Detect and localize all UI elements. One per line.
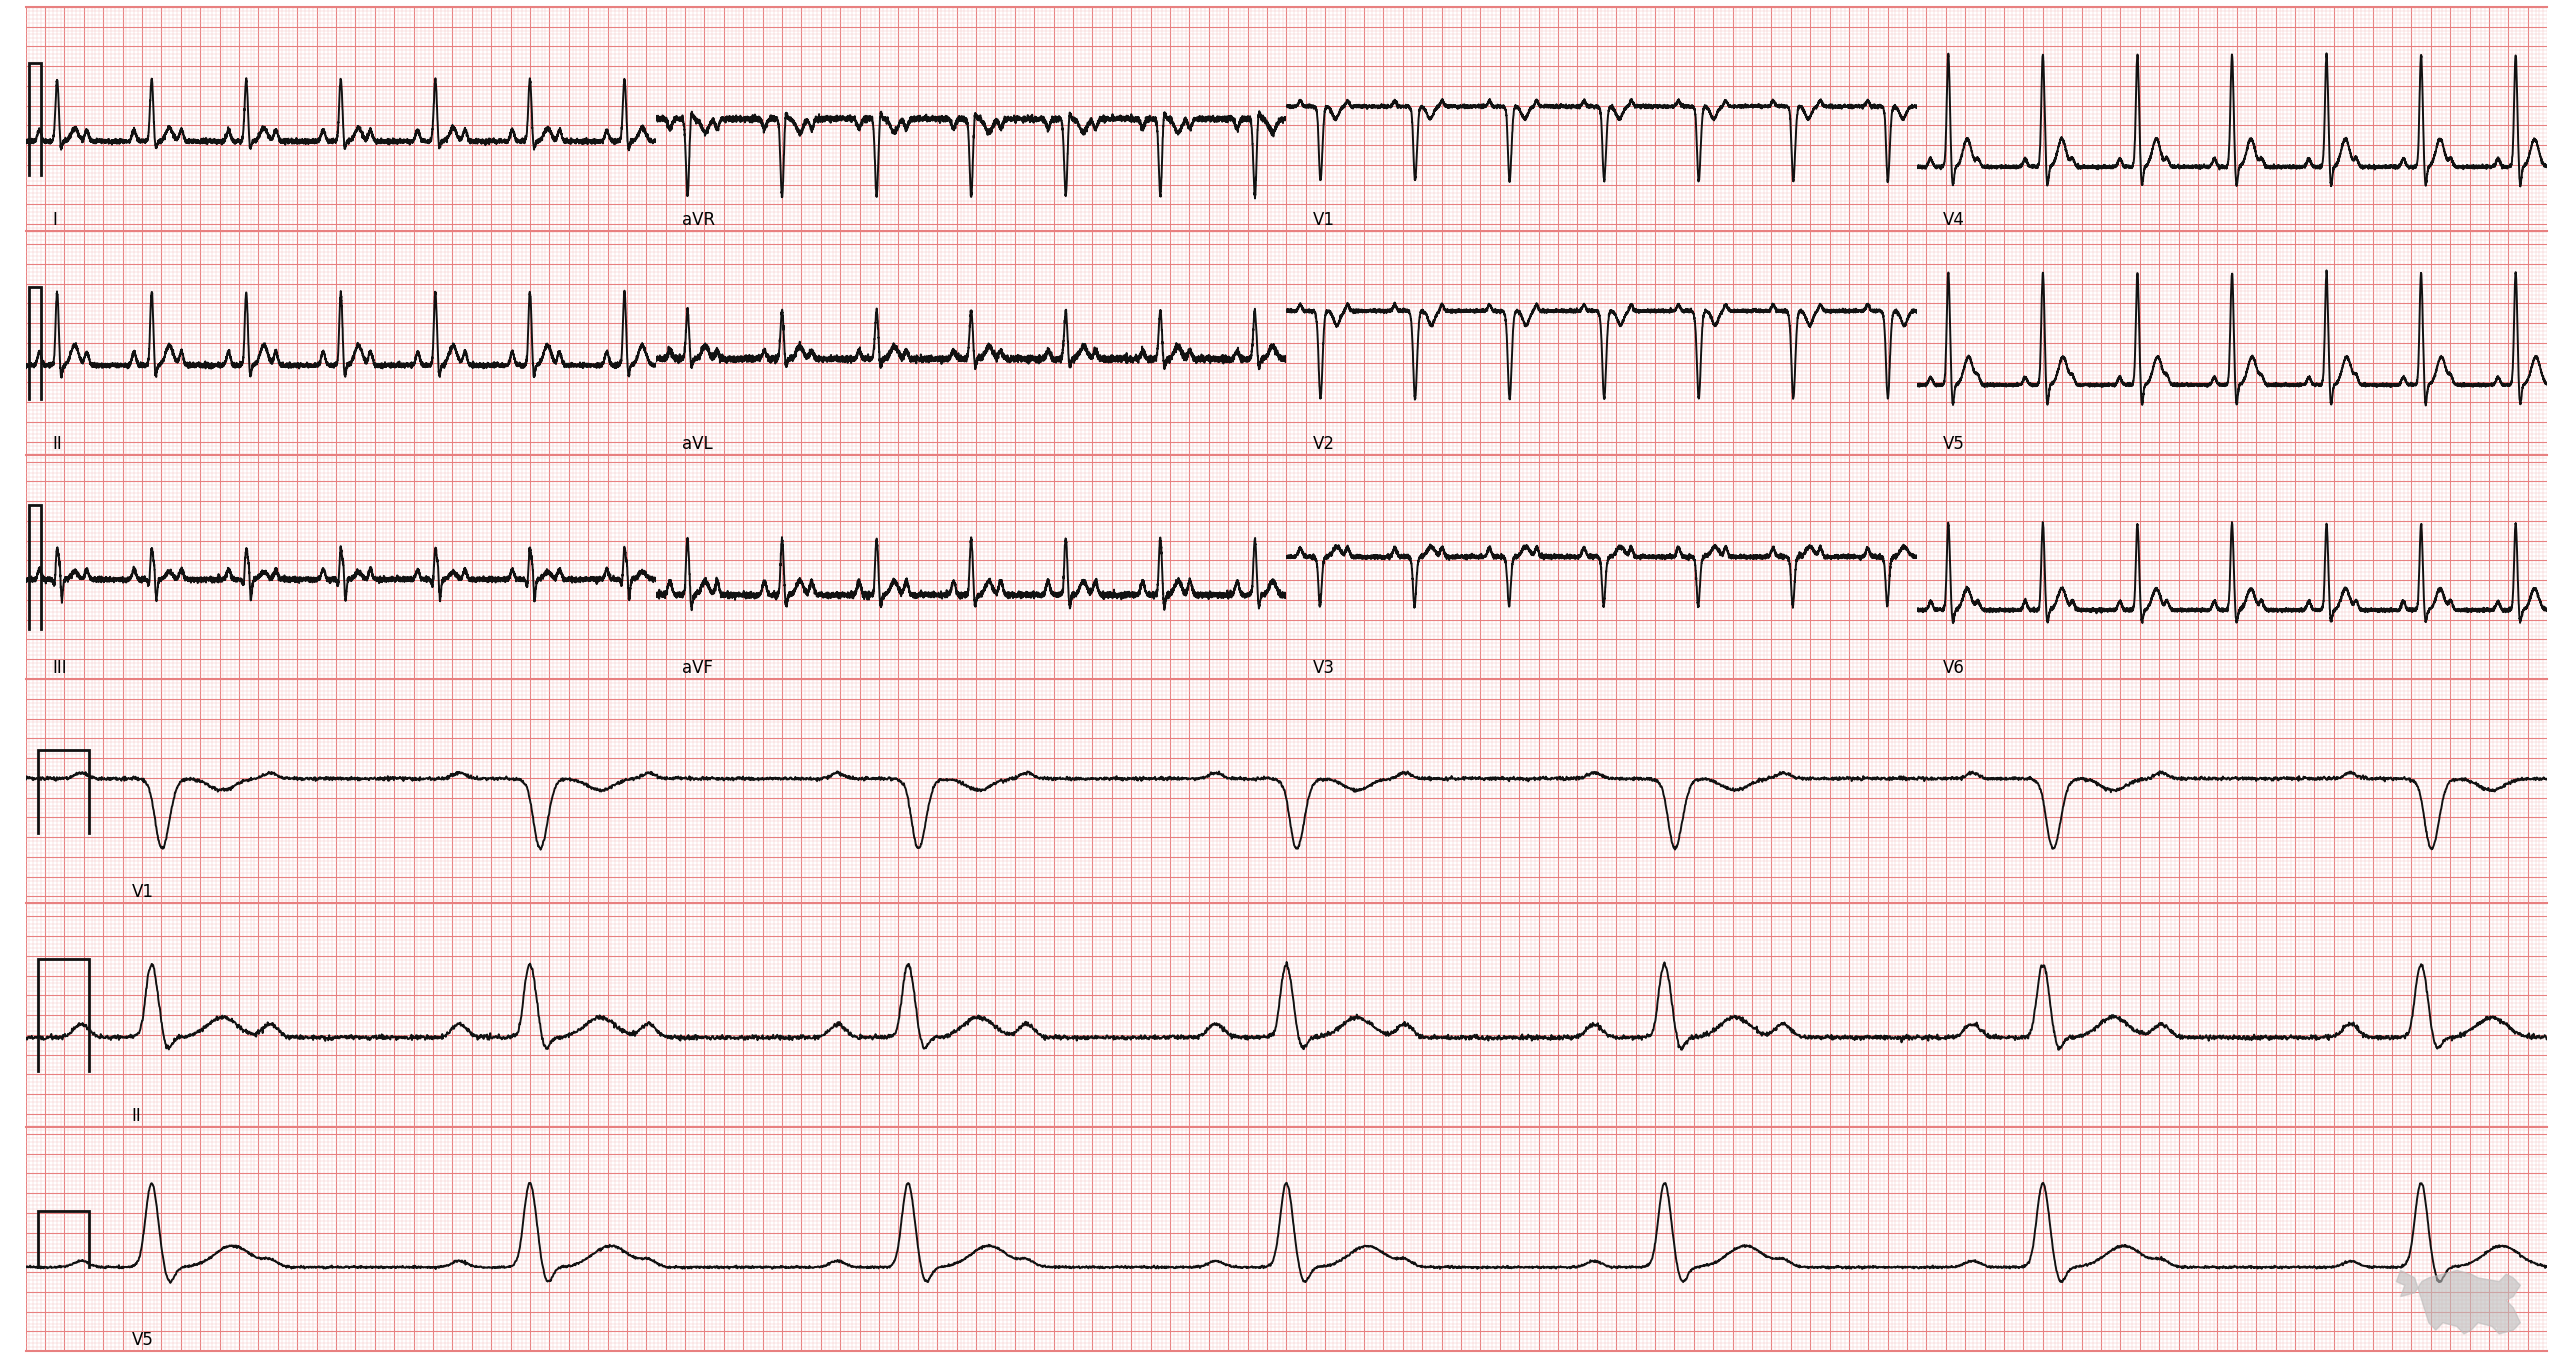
Text: V4: V4 — [1943, 210, 1966, 228]
Text: V5: V5 — [1943, 435, 1966, 452]
Polygon shape — [2396, 1271, 2522, 1334]
Text: II: II — [131, 1107, 141, 1124]
Text: V6: V6 — [1943, 659, 1966, 676]
Text: aVF: aVF — [684, 659, 714, 676]
Text: aVR: aVR — [684, 210, 717, 228]
Text: V1: V1 — [1313, 210, 1334, 228]
Text: V2: V2 — [1313, 435, 1334, 452]
Text: III: III — [51, 659, 67, 676]
Text: I: I — [51, 210, 56, 228]
Text: V5: V5 — [131, 1331, 154, 1348]
Text: aVL: aVL — [684, 435, 714, 452]
Text: II: II — [51, 435, 61, 452]
Text: V1: V1 — [131, 883, 154, 900]
Text: V3: V3 — [1313, 659, 1334, 676]
